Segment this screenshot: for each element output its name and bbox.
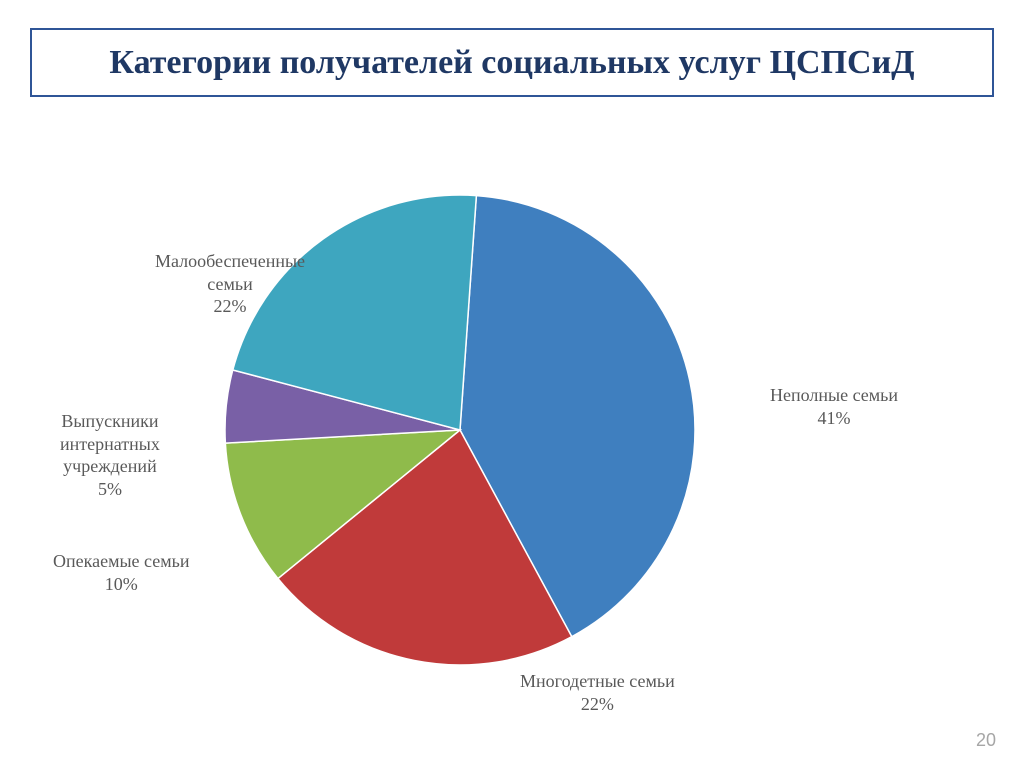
pie-chart: Неполные семьи 41% Многодетные семьи 22% О… — [0, 130, 1024, 730]
title-box: Категории получателей социальных услуг Ц… — [30, 28, 994, 97]
slice-label: Малообеспеченные семьи 22% — [155, 250, 305, 318]
slice-label: Выпускники интернатных учреждений 5% — [60, 410, 160, 500]
slice-label: Многодетные семьи 22% — [520, 670, 675, 715]
page-title: Категории получателей социальных услуг Ц… — [109, 44, 914, 81]
slice-label: Неполные семьи 41% — [770, 384, 898, 429]
slice-label: Опекаемые семьи 10% — [53, 550, 189, 595]
page-number: 20 — [976, 730, 996, 751]
